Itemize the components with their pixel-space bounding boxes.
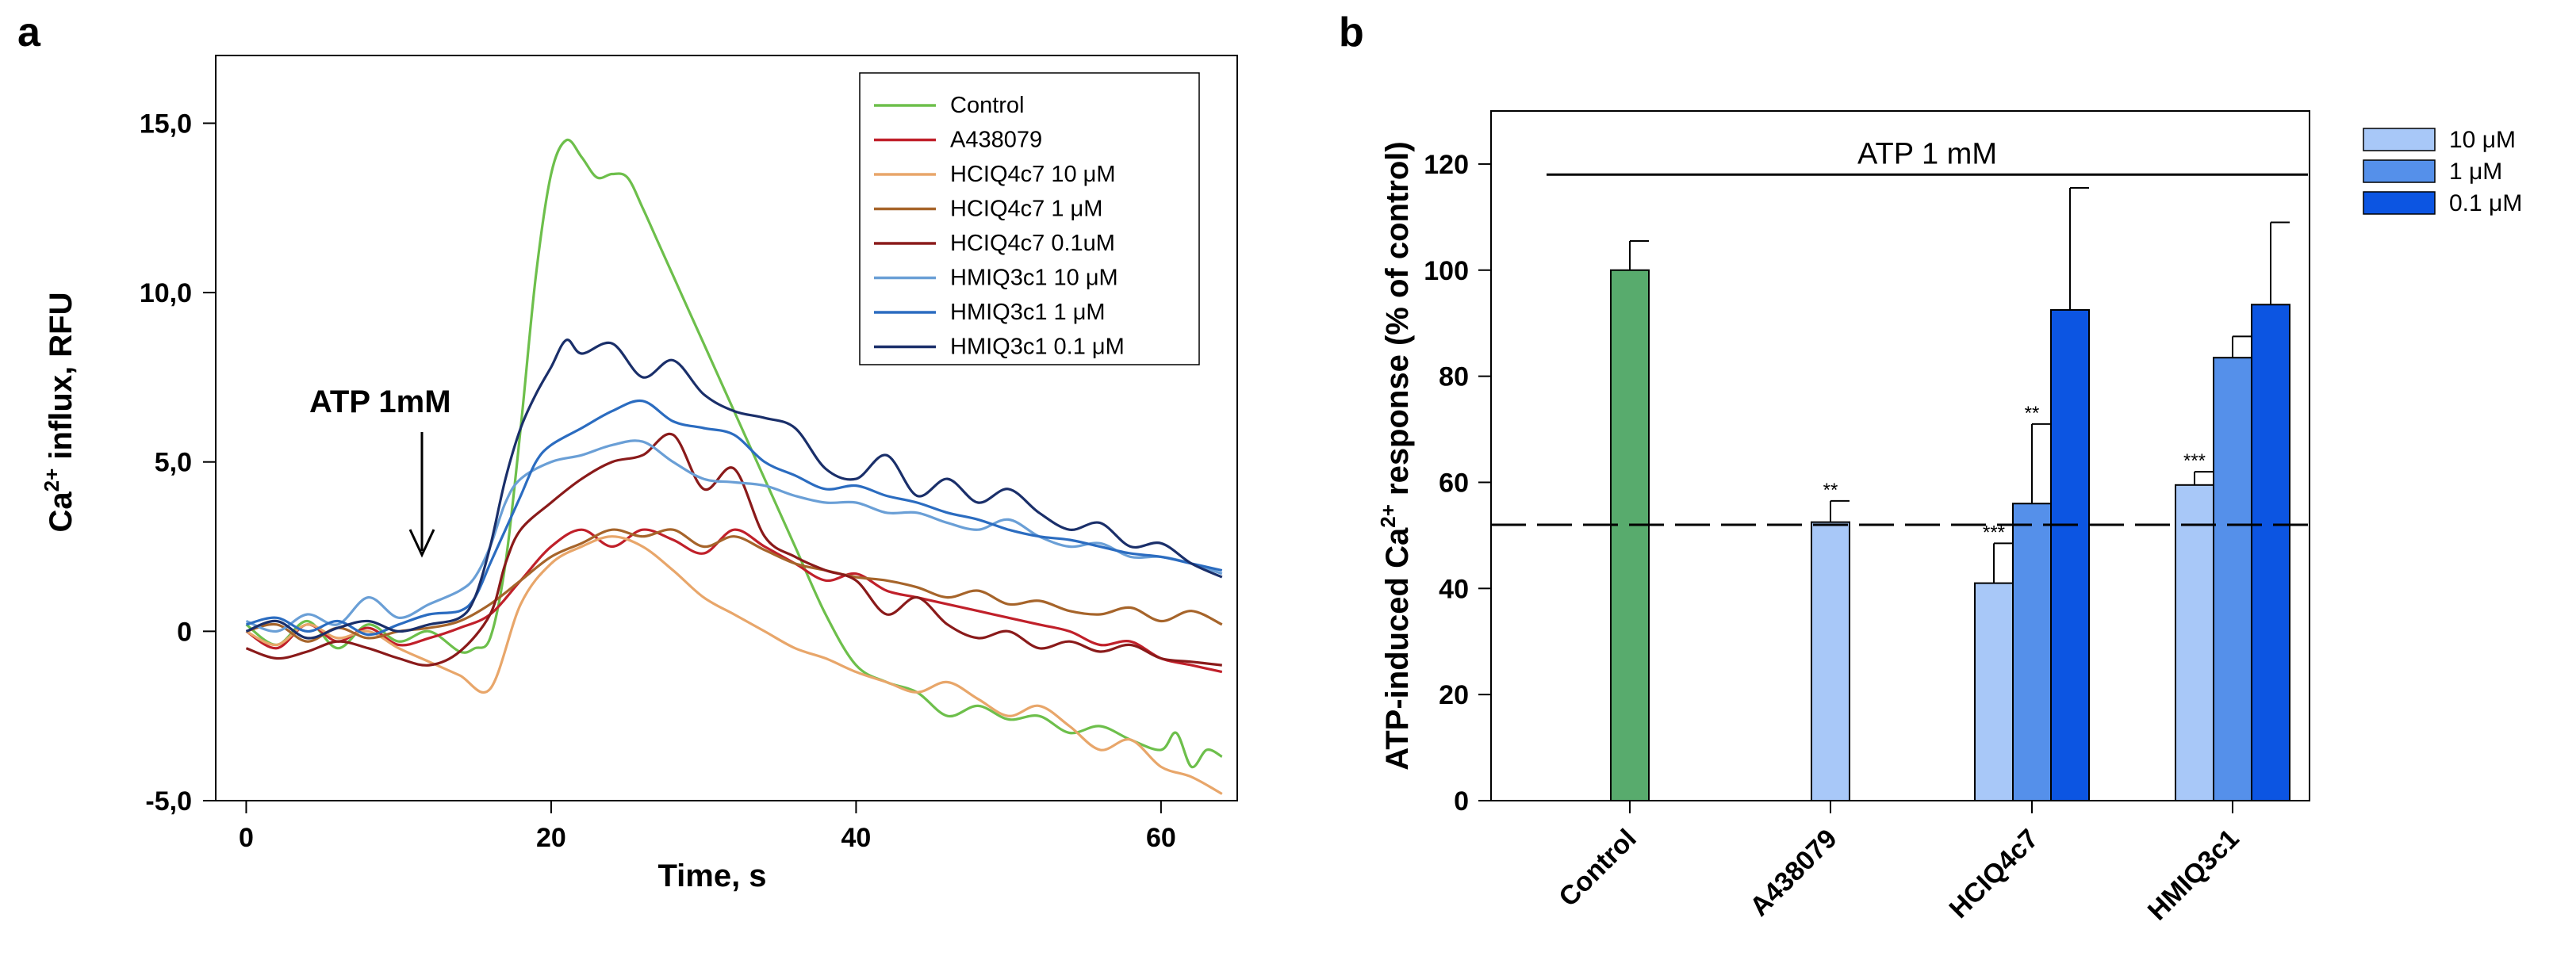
significance-label: ** <box>1823 480 1838 501</box>
category-label-a438079: A438079 <box>1744 824 1842 922</box>
panel-a-line-chart: a 0 20 40 60 -5,0 0 5,0 10,0 15,0 ATP 1mM Contro… <box>17 10 1238 893</box>
legend-label: HCIQ4c7 10 μM <box>950 162 1116 187</box>
legend-label: 0.1 μM <box>2449 190 2522 216</box>
x-tick-label: 0 <box>239 823 254 853</box>
bar-a438079-10m <box>1811 521 1850 802</box>
legend-label: 10 μM <box>2449 127 2516 153</box>
y-tick-label: 120 <box>1424 150 1469 180</box>
panel-b-axis-ticks <box>1478 163 2233 813</box>
legend-box <box>859 72 1200 365</box>
panel-a-tick-labels: 0 20 40 60 -5,0 0 5,0 10,0 15,0 <box>140 109 1176 853</box>
y-tick-label: 80 <box>1439 362 1469 392</box>
legend-swatch <box>2363 159 2436 183</box>
series-line-a438079 <box>245 528 1223 674</box>
category-label-control: Control <box>1553 824 1642 912</box>
panel-a-legend: Control A438079 HCIQ4c7 10 μM HCIQ4c7 1 μM H… <box>859 72 1200 365</box>
series-line-hmiq3c1-10-m <box>245 439 1223 633</box>
significance-label: ** <box>2025 403 2040 424</box>
panel-a-series-lines <box>245 138 1223 795</box>
category-label-hciq4c7: HCIQ4c7 <box>1944 824 2045 924</box>
panel-a-x-axis-label: Time, s <box>657 859 766 893</box>
panel-a-plot-frame <box>215 55 1238 801</box>
panel-b-tick-labels: 0 20 40 60 80 100 120 <box>1424 150 1469 817</box>
legend-label: 1 μM <box>2449 159 2502 185</box>
atp-bracket-label: ATP 1 mM <box>1857 137 1997 170</box>
bar-hmiq3c1-1m <box>2213 357 2252 801</box>
y-tick-label: 60 <box>1439 468 1469 498</box>
legend-label: HMIQ3c1 0.1 μM <box>950 335 1125 360</box>
y-tick-label: 40 <box>1439 574 1469 604</box>
panel-b-bars: ********** <box>1610 187 2290 802</box>
series-line-hmiq3c1-0-1-m <box>245 338 1223 640</box>
bar-hmiq3c1-01m <box>2251 304 2290 801</box>
y-tick-label: 10,0 <box>140 278 192 308</box>
legend-swatch <box>2363 128 2436 151</box>
bar-hmiq3c1-10m <box>2175 484 2214 801</box>
bar-hciq4c7-10m <box>1974 582 2014 801</box>
legend-swatch <box>2363 191 2436 215</box>
series-line-hmiq3c1-1-m <box>246 399 1223 637</box>
panel-b-plot-frame <box>1490 110 2310 801</box>
x-tick-label: 20 <box>536 823 566 853</box>
legend-label: HMIQ3c1 1 μM <box>950 300 1106 325</box>
atp-arrow <box>408 432 435 558</box>
y-tick-label: 0 <box>177 617 192 647</box>
significance-label: *** <box>2183 450 2206 472</box>
bar-hciq4c7-1m <box>2012 503 2052 801</box>
bar-hciq4c7-01m <box>2050 308 2090 801</box>
legend-label: HMIQ3c1 10 μM <box>950 266 1118 291</box>
panel-a-axis-ticks <box>203 122 1162 813</box>
y-tick-label: 20 <box>1439 680 1469 710</box>
panel-a-y-axis-label: Ca2+ influx, RFU <box>40 292 79 532</box>
panel-b-letter: b <box>1339 10 1364 55</box>
x-tick-label: 60 <box>1146 823 1176 853</box>
bar-control <box>1610 269 1650 801</box>
panel-a-letter: a <box>17 10 41 55</box>
x-tick-label: 40 <box>841 823 871 853</box>
y-tick-label: 100 <box>1424 256 1469 286</box>
y-tick-label: 0 <box>1454 786 1469 817</box>
panel-b-category-labels: Control A438079 HCIQ4c7 HMIQ3c1 <box>1553 824 2244 927</box>
y-tick-label: -5,0 <box>145 786 192 817</box>
panel-b-y-axis-label: ATP-induced Ca2+ response (% of control) <box>1376 141 1415 770</box>
legend-label: HCIQ4c7 0.1uM <box>950 231 1115 256</box>
y-tick-label: 15,0 <box>140 109 192 139</box>
series-line-control <box>245 138 1223 769</box>
y-tick-label: 5,0 <box>155 448 192 478</box>
legend-label: Control <box>950 93 1025 118</box>
category-label-hmiq3c1: HMIQ3c1 <box>2142 824 2245 927</box>
atp-annotation: ATP 1mM <box>309 384 451 419</box>
panel-b-legend: 10 μM 1 μM 0.1 μM <box>2363 127 2522 216</box>
series-line-hciq4c7-10-m <box>245 535 1223 795</box>
legend-label: A438079 <box>950 128 1042 153</box>
legend-label: HCIQ4c7 1 μM <box>950 197 1102 222</box>
